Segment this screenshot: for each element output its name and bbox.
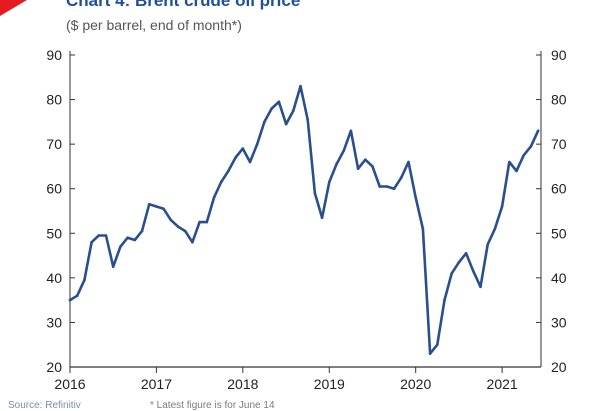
data-point: [227, 169, 230, 173]
y-tick-label-right: 60: [551, 181, 567, 197]
data-point: [169, 218, 173, 222]
data-point: [241, 147, 245, 150]
data-point: [400, 176, 403, 179]
data-point: [219, 180, 223, 184]
data-point: [248, 160, 252, 164]
data-point: [320, 216, 324, 219]
y-tick-label-left: 50: [46, 225, 62, 241]
data-point: [111, 265, 115, 269]
data-point: [198, 220, 201, 224]
data-point: [270, 107, 274, 110]
data-point: [493, 227, 497, 231]
data-point: [162, 207, 165, 211]
data-point: [464, 252, 468, 255]
data-point: [522, 154, 525, 157]
data-point: [306, 118, 310, 121]
y-tick-label-left: 90: [46, 47, 62, 63]
data-point: [371, 165, 374, 168]
data-point: [183, 229, 187, 233]
y-tick-label-right: 30: [551, 314, 567, 330]
x-tick-label: 2018: [227, 376, 258, 392]
data-point: [421, 227, 425, 231]
chart-title: Chart 4: Brent crude oil price: [66, 0, 301, 10]
x-tick-label: 2016: [54, 376, 85, 392]
data-point: [277, 100, 281, 104]
data-point: [479, 285, 482, 289]
y-tick-label-right: 90: [551, 47, 567, 63]
data-point: [83, 278, 86, 282]
series-line-brent: [68, 84, 540, 355]
y-tick-label-right: 70: [551, 136, 567, 152]
chart-subtitle: ($ per barrel, end of month*): [66, 17, 242, 33]
data-point: [515, 169, 518, 173]
y-tick-label-right: 80: [551, 92, 567, 108]
data-point: [234, 156, 237, 159]
data-point: [299, 84, 302, 88]
y-tick-label-right: 50: [551, 225, 567, 241]
y-tick-label-right: 40: [551, 270, 567, 286]
data-point: [428, 352, 432, 355]
x-tick-label: 2021: [487, 376, 518, 392]
data-point: [335, 162, 338, 166]
data-point: [205, 220, 209, 224]
data-point: [378, 185, 382, 188]
data-point: [414, 196, 418, 199]
data-point: [212, 196, 216, 199]
footnote: * Latest figure is for June 14: [150, 400, 275, 411]
data-point: [529, 145, 533, 148]
data-point: [97, 234, 101, 237]
data-point: [90, 240, 93, 244]
data-point: [392, 187, 396, 190]
data-point: [436, 343, 439, 347]
data-point: [155, 205, 158, 208]
data-point: [263, 120, 266, 124]
data-point: [500, 205, 504, 208]
data-point: [176, 225, 180, 228]
data-point: [284, 122, 288, 126]
y-tick-label-left: 40: [46, 270, 62, 286]
data-point: [75, 294, 79, 298]
data-point: [349, 129, 353, 133]
y-tick-label-left: 80: [46, 92, 62, 108]
data-point: [313, 191, 317, 195]
x-tick-label: 2020: [400, 376, 431, 392]
data-point: [119, 245, 122, 248]
source-note: Source: Refinitiv: [8, 400, 81, 411]
data-point: [536, 129, 540, 133]
x-tick-label: 2019: [314, 376, 345, 392]
y-tick-label-left: 20: [46, 359, 62, 375]
data-point: [126, 236, 129, 239]
data-point: [508, 160, 511, 164]
data-point: [328, 180, 331, 184]
data-point: [407, 160, 410, 164]
data-point: [68, 298, 72, 302]
data-point: [385, 185, 389, 188]
data-point: [147, 203, 151, 206]
data-point: [356, 167, 360, 170]
y-tick-label-left: 60: [46, 181, 62, 197]
data-point: [472, 269, 475, 273]
x-tick-label: 2017: [141, 376, 172, 392]
data-point: [364, 158, 367, 161]
data-point: [342, 149, 346, 153]
data-point: [104, 234, 108, 237]
y-tick-label-left: 30: [46, 314, 62, 330]
brand-corner-mark: [0, 0, 27, 16]
data-point: [292, 109, 295, 112]
data-point: [457, 261, 461, 264]
data-point: [255, 142, 259, 146]
data-point: [140, 229, 144, 233]
data-point: [133, 238, 137, 242]
data-point: [450, 272, 454, 275]
data-point: [443, 298, 446, 302]
y-tick-label-left: 70: [46, 136, 62, 152]
data-point: [486, 243, 490, 246]
y-tick-label-right: 20: [551, 359, 567, 375]
data-point: [191, 240, 194, 244]
